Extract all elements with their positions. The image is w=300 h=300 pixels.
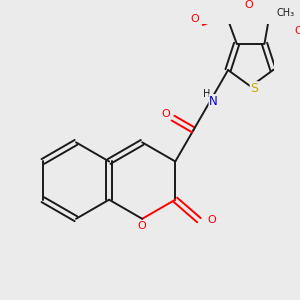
Text: CH₃: CH₃ [277,8,295,18]
Text: H: H [202,89,210,99]
Text: O: O [138,221,147,231]
Text: O: O [294,26,300,36]
Text: O: O [207,215,216,225]
Text: N: N [209,95,218,108]
Text: O: O [161,110,170,119]
Text: O: O [245,0,254,10]
Text: S: S [250,82,258,95]
Text: O: O [190,14,199,24]
